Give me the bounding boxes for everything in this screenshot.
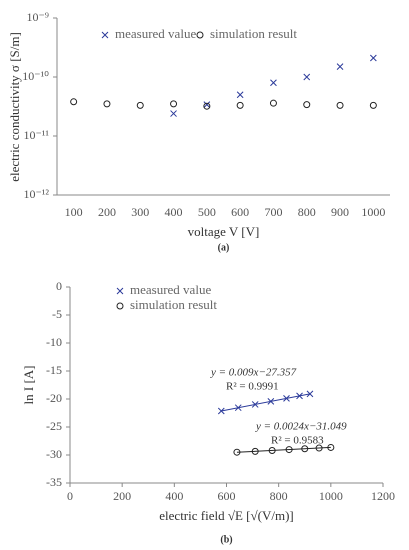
legend-label: measured value	[130, 282, 211, 297]
x-tick-label: 300	[131, 205, 149, 219]
y-tick-label: -25	[46, 419, 62, 433]
trendline	[221, 393, 311, 412]
circle-marker	[369, 101, 377, 109]
circle-marker	[301, 445, 309, 453]
cross-marker	[303, 73, 311, 81]
subfigure-label: (a)	[218, 242, 230, 253]
x-tick-label: 1000	[319, 489, 343, 503]
x-tick-label: 400	[165, 489, 183, 503]
x-tick-label: 900	[331, 205, 349, 219]
x-tick-label: 100	[65, 205, 83, 219]
x-tick-label: 500	[198, 205, 216, 219]
cross-marker	[267, 398, 275, 405]
x-axis-label: voltage V [V]	[188, 224, 260, 239]
cross-marker	[336, 63, 344, 70]
y-tick-label: 10⁻¹¹	[23, 128, 49, 142]
legend-label: simulation result	[210, 26, 297, 41]
circle-marker	[170, 100, 178, 108]
legend-label: simulation result	[130, 297, 217, 312]
legend-marker	[116, 287, 124, 295]
circle-marker	[233, 448, 241, 456]
x-tick-label: 1200	[371, 489, 395, 503]
y-tick-label: 10⁻¹²	[23, 187, 49, 201]
cross-marker	[236, 91, 244, 99]
y-tick-label: -15	[46, 363, 62, 377]
circle-marker	[236, 101, 244, 109]
x-tick-label: 800	[298, 205, 316, 219]
circle-marker	[268, 447, 276, 455]
cross-marker	[296, 392, 303, 400]
y-tick-label: -5	[52, 307, 62, 321]
x-tick-label: 200	[113, 489, 131, 503]
legend-label: measured value	[115, 26, 196, 41]
circle-marker	[285, 446, 293, 454]
subfigure-label: (b)	[220, 534, 232, 545]
y-tick-label: 0	[56, 279, 62, 293]
cross-marker	[306, 390, 314, 398]
cross-marker	[234, 404, 242, 412]
y-tick-label: -10	[46, 335, 62, 349]
cross-marker	[203, 101, 211, 108]
cross-marker	[170, 110, 177, 117]
x-tick-label: 600	[218, 489, 236, 503]
x-tick-label: 400	[165, 205, 183, 219]
cross-marker	[283, 395, 290, 402]
x-tick-label: 700	[264, 205, 282, 219]
y-tick-label: -20	[46, 391, 62, 405]
circle-marker	[251, 447, 259, 455]
cross-marker	[251, 401, 259, 408]
y-tick-label: -30	[46, 447, 62, 461]
cross-marker	[270, 79, 277, 87]
circle-marker	[203, 102, 211, 110]
legend-marker	[196, 31, 204, 39]
y-axis-label: ln I [A]	[21, 366, 36, 405]
legend-marker	[101, 31, 109, 39]
circle-marker	[136, 101, 144, 109]
x-tick-label: 200	[98, 205, 116, 219]
trendline-r-squared: R² = 0.9991	[226, 381, 279, 393]
circle-marker	[269, 99, 277, 107]
trendline-equation: y = 0.009x−27.357	[210, 367, 297, 379]
circle-marker	[336, 101, 344, 109]
trendline-r-squared: R² = 0.9583	[271, 435, 324, 447]
circle-marker	[103, 100, 111, 108]
y-tick-label: 10⁻⁹	[26, 10, 49, 24]
x-tick-label: 0	[67, 489, 73, 503]
y-tick-label: 10⁻¹⁰	[22, 69, 49, 83]
x-tick-label: 1000	[361, 205, 385, 219]
circle-marker	[327, 443, 335, 451]
trendline-equation: y = 0.0024x−31.049	[255, 421, 347, 433]
x-tick-label: 800	[270, 489, 288, 503]
circle-marker	[315, 444, 323, 452]
circle-marker	[303, 101, 311, 109]
circle-marker	[70, 98, 78, 106]
legend-marker	[116, 302, 124, 310]
cross-marker	[369, 54, 377, 62]
x-axis-label: electric field √E [√(V/m)]	[159, 508, 293, 523]
cross-marker	[217, 407, 225, 415]
x-tick-label: 600	[231, 205, 249, 219]
y-axis-label: electric conductivity σ [S/m]	[7, 32, 22, 182]
y-tick-label: -35	[46, 475, 62, 489]
